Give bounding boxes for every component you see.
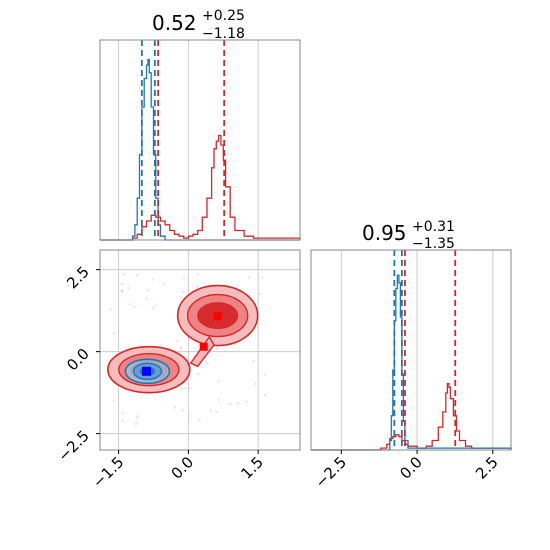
scatter-point — [121, 282, 124, 286]
scatter-point — [122, 273, 126, 276]
red-marker-0 — [213, 312, 222, 321]
scatter-point — [120, 289, 124, 293]
scatter-point — [145, 297, 148, 300]
scatter-point — [182, 276, 186, 280]
scatter-point — [121, 419, 124, 422]
scatter-point — [151, 278, 154, 281]
y-tick-label-1: 0.0 — [63, 345, 93, 375]
scatter-point — [229, 402, 232, 406]
scatter-point — [173, 406, 177, 409]
hist1-blue-series — [100, 58, 300, 241]
scatter-point — [236, 401, 240, 405]
scatter-point — [128, 302, 131, 306]
scatter-point — [247, 276, 251, 279]
red-marker-1 — [199, 342, 208, 351]
title-1-minus: −1.18 — [202, 26, 245, 42]
scatter-point — [179, 347, 182, 351]
scatter-point — [196, 273, 200, 276]
scatter-point — [109, 308, 112, 311]
scatter-point — [112, 399, 115, 402]
scatter-point — [184, 386, 188, 390]
scatter-point — [252, 359, 255, 363]
scatter-frame — [99, 249, 301, 451]
scatter-point — [121, 412, 124, 415]
hist1-frame — [99, 39, 301, 241]
scatter-point — [215, 411, 218, 414]
y-tick-label-0: 2.5 — [63, 263, 93, 293]
scatter-point — [179, 296, 182, 299]
scatter-point — [154, 304, 157, 308]
scatter-point — [112, 332, 116, 335]
title-2-plus: +0.31 — [412, 219, 455, 235]
scatter-point — [204, 360, 207, 364]
title-2-value: 0.95 — [362, 221, 407, 245]
hist2-x-tick-label-1: 0.0 — [396, 453, 426, 483]
scatter-point — [180, 387, 184, 390]
y-tick-label-2: −2.5 — [54, 427, 92, 465]
scatter-point — [163, 282, 166, 285]
scatter-point — [198, 418, 201, 422]
scatter-point — [245, 400, 248, 404]
scatter-point — [135, 273, 139, 277]
scatter-contour-panel: −1.5 0.0 1.5 2.5 0.0 −2.5 — [54, 249, 301, 492]
scatter-point — [236, 284, 239, 288]
scatter-point — [206, 361, 209, 365]
scatter-point — [176, 339, 179, 342]
hist2-x-tick-label-0: −2.5 — [312, 453, 350, 491]
scatter-point — [135, 416, 138, 420]
scatter-point — [180, 346, 183, 349]
scatter-point — [152, 306, 155, 310]
scatter-point — [120, 290, 124, 293]
scatter-point — [263, 394, 267, 397]
scatter-point — [254, 382, 257, 386]
histogram-panel-param-1 — [99, 39, 301, 241]
scatter-point — [133, 306, 136, 309]
scatter-point — [217, 380, 220, 383]
histogram-panel-param-2: −2.5 0.0 2.5 — [310, 249, 512, 492]
scatter-point — [217, 398, 220, 402]
scatter-point — [136, 415, 140, 418]
scatter-point — [263, 373, 266, 376]
hist1-red-series — [100, 134, 301, 241]
scatter-point — [260, 276, 264, 279]
scatter-point — [195, 285, 199, 289]
hist2-frame — [310, 249, 512, 451]
hist2-x-tick-label-2: 2.5 — [472, 453, 502, 483]
scatter-point — [258, 292, 262, 296]
scatter-point — [182, 291, 185, 294]
scatter-point — [181, 408, 184, 412]
hist2-red-series — [311, 382, 512, 451]
scatter-point — [134, 422, 138, 425]
x-tick-label-0: −1.5 — [89, 453, 127, 491]
scatter-point — [215, 347, 219, 350]
scatter-point — [189, 387, 192, 390]
scatter-point — [209, 409, 213, 412]
x-tick-label-1: 0.0 — [168, 453, 198, 483]
scatter-point — [188, 414, 191, 418]
title-2-minus: −1.35 — [412, 236, 455, 252]
scatter-point — [146, 289, 150, 292]
blue-marker-0 — [142, 366, 152, 376]
title-1-value: 0.52 — [152, 11, 197, 35]
scatter-point — [127, 286, 131, 290]
title-1-plus: +0.25 — [202, 8, 245, 24]
scatter-point — [197, 372, 200, 376]
x-tick-label-2: 1.5 — [237, 453, 267, 483]
scatter-point — [187, 337, 191, 341]
